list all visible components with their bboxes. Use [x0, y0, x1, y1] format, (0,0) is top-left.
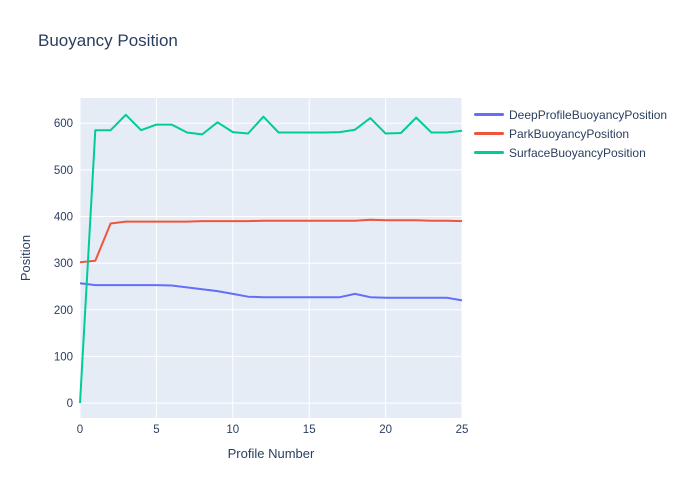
x-tick-label: 25	[456, 424, 469, 436]
legend-line-swatch	[474, 113, 504, 116]
chart-title: Buoyancy Position	[38, 31, 178, 50]
series-line-DeepProfileBuoyancyPosition	[79, 282, 463, 302]
y-tick-label: 300	[54, 258, 73, 270]
legend-label: SurfaceBuoyancyPosition	[509, 145, 646, 160]
y-tick-label: 0	[67, 398, 73, 410]
x-tick-label: 20	[379, 424, 392, 436]
x-tick-label: 15	[303, 424, 316, 436]
y-tick-label: 600	[54, 118, 73, 130]
series-line-SurfaceBuoyancyPosition	[79, 113, 463, 404]
legend-label: DeepProfileBuoyancyPosition	[509, 107, 668, 122]
y-tick-label: 500	[54, 165, 73, 177]
legend-label: ParkBuoyancyPosition	[509, 126, 630, 141]
y-tick-label: 200	[54, 305, 73, 317]
y-axis-title: Position	[18, 235, 33, 281]
series-line-ParkBuoyancyPosition	[79, 218, 463, 264]
x-axis-title: Profile Number	[228, 446, 315, 461]
legend-item-deep-profile-buoyancy-position[interactable]: DeepProfileBuoyancyPosition	[474, 105, 667, 124]
y-tick-label: 100	[54, 351, 73, 363]
legend-item-surface-buoyancy-position[interactable]: SurfaceBuoyancyPosition	[474, 143, 667, 162]
legend-item-park-buoyancy-position[interactable]: ParkBuoyancyPosition	[474, 124, 667, 143]
gridlines	[79, 98, 463, 418]
legend-line-swatch	[474, 151, 504, 154]
x-tick-label: 10	[226, 424, 239, 436]
legend: DeepProfileBuoyancyPosition ParkBuoyancy…	[474, 105, 667, 162]
x-tick-label: 5	[153, 424, 159, 436]
x-tick-label: 0	[77, 424, 83, 436]
y-tick-label: 400	[54, 211, 73, 223]
plot-area[interactable]	[80, 98, 462, 418]
axis-tick-labels: 0 100 200 300 400 500 600 0 5 10 15 20 25	[54, 118, 469, 436]
legend-line-swatch	[474, 132, 504, 135]
